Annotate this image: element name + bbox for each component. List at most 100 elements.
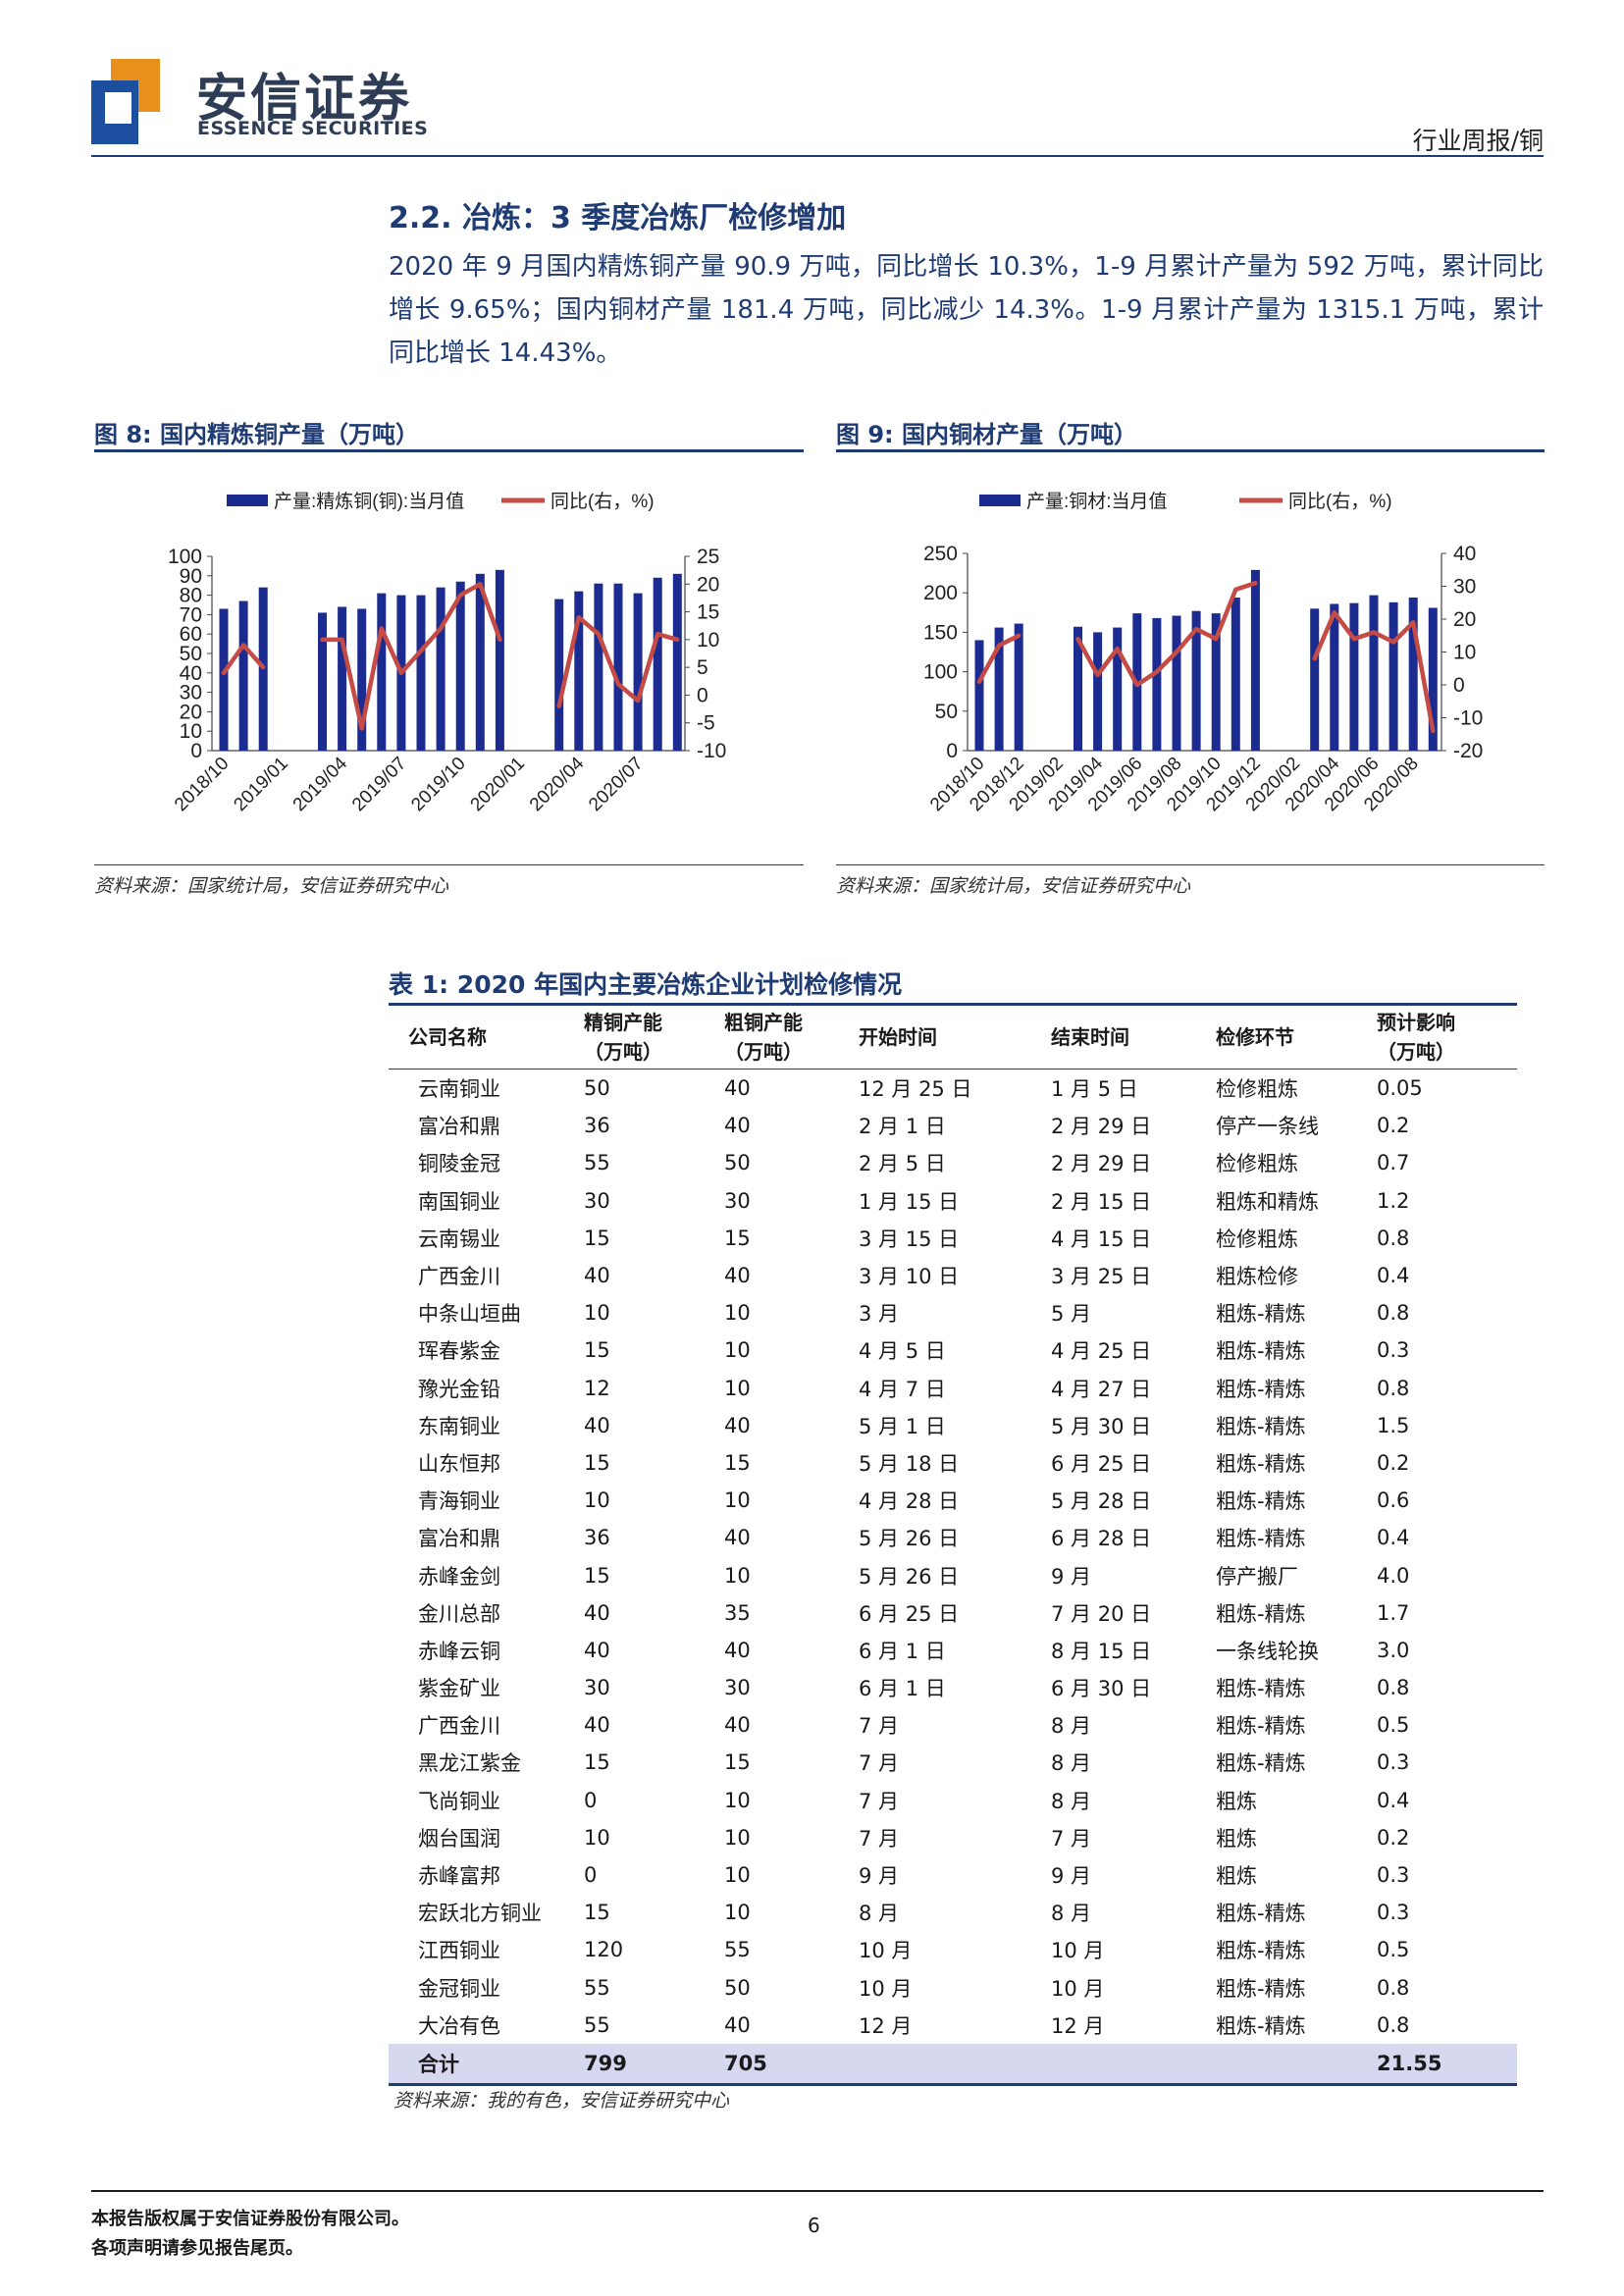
cell-blister-capacity: 10 — [724, 1825, 751, 1850]
logo-mark-icon — [91, 59, 160, 144]
cell-blister-capacity: 10 — [724, 1376, 751, 1400]
section-title: 2.2. 冶炼：3 季度冶炼厂检修增加 — [389, 201, 847, 235]
bar-2020/08 — [653, 577, 662, 751]
cell-blister-capacity: 705 — [724, 2043, 859, 2085]
cell-end-time: 8 月 — [1051, 1789, 1092, 1813]
cell-stage: 粗炼-精炼 — [1216, 1751, 1306, 1776]
cell-blister-capacity: 40 — [724, 1713, 751, 1738]
y-left-tick-label: 50 — [935, 701, 958, 723]
cell-impact: 0.05 — [1377, 1076, 1423, 1101]
cell-end-time: 6 月 28 日 — [1051, 1527, 1152, 1551]
cell-company: 紫金矿业 — [418, 1677, 500, 1701]
y-left-tick-label: 40 — [180, 662, 202, 685]
cell-stage: 粗炼-精炼 — [1216, 1714, 1306, 1739]
cell-start-time: 7 月 — [859, 1826, 900, 1851]
bar-2019/11 — [475, 573, 485, 751]
cell-refined-capacity: 30 — [584, 1676, 610, 1700]
cell-start-time: 10 月 — [859, 1976, 913, 2001]
cell-blister-capacity: 15 — [724, 1750, 751, 1775]
legend-line-label: 同比(右，%) — [1288, 491, 1392, 512]
cell-impact: 0.3 — [1377, 1750, 1410, 1775]
cell-blister-capacity: 40 — [724, 1076, 751, 1101]
bar-2019/11 — [1231, 598, 1240, 751]
cell-stage: 粗炼-精炼 — [1216, 1677, 1306, 1701]
x-tick-label: 2020/07 — [585, 754, 647, 815]
cell-impact: 0.8 — [1377, 1676, 1410, 1700]
cell-refined-capacity: 30 — [584, 1188, 610, 1213]
cell-refined-capacity: 55 — [584, 2012, 610, 2037]
cell-end-time: 8 月 — [1051, 1714, 1092, 1739]
cell-impact: 0.8 — [1377, 2012, 1410, 2037]
cell-impact: 0.4 — [1377, 1526, 1410, 1550]
bar-2020/09 — [672, 573, 682, 751]
cell-stage: 粗炼-精炼 — [1216, 1527, 1306, 1551]
cell-end-time: 4 月 25 日 — [1051, 1339, 1152, 1364]
header-divider — [91, 155, 1544, 157]
cell-end-time: 10 月 — [1051, 1976, 1105, 2001]
cell-refined-capacity: 10 — [584, 1301, 610, 1326]
cell-impact: 21.55 — [1377, 2043, 1517, 2085]
bar-2018/10 — [974, 640, 984, 751]
cell-blister-capacity: 10 — [724, 1788, 751, 1812]
table-row: 金川总部 40 35 6 月 25 日 7 月 20 日 粗炼-精炼 1.7 — [389, 1594, 1517, 1632]
cell-end-time: 1 月 5 日 — [1051, 1077, 1138, 1102]
col-header-start: 开始时间 — [859, 1004, 1051, 1070]
cell-blister-capacity: 40 — [724, 2012, 751, 2037]
table-row: 珲春紫金 15 10 4 月 5 日 4 月 25 日 粗炼-精炼 0.3 — [389, 1331, 1517, 1369]
col-header-unit: （万吨） — [724, 1040, 803, 1064]
cell-impact: 1.7 — [1377, 1600, 1410, 1625]
cell-company: 合计 — [389, 2043, 584, 2085]
cell-impact: 0.3 — [1377, 1901, 1410, 1925]
cell-end-time: 3 月 25 日 — [1051, 1265, 1152, 1289]
cell-refined-capacity: 120 — [584, 1938, 624, 1962]
cell-end-time: 8 月 — [1051, 1751, 1092, 1776]
cell-refined-capacity: 40 — [584, 1413, 610, 1437]
table-source: 资料来源：我的有色，安信证券研究中心 — [393, 2090, 730, 2112]
cell-refined-capacity: 40 — [584, 1713, 610, 1738]
cell-refined-capacity: 40 — [584, 1264, 610, 1288]
table-row: 富冶和鼎 36 40 5 月 26 日 6 月 28 日 粗炼-精炼 0.4 — [389, 1519, 1517, 1556]
table-row: 飞尚铜业 0 10 7 月 8 月 粗炼 0.4 — [389, 1782, 1517, 1819]
cell-impact: 0.8 — [1377, 1975, 1410, 2000]
cell-stage: 粗炼-精炼 — [1216, 1489, 1306, 1514]
table-row: 云南铜业 50 40 12 月 25 日 1 月 5 日 检修粗炼 0.05 — [389, 1070, 1517, 1108]
y-right-tick-label: -10 — [697, 740, 726, 762]
y-left-tick-label: 150 — [923, 621, 958, 644]
cell-start-time: 3 月 10 日 — [859, 1265, 960, 1289]
cell-refined-capacity: 50 — [584, 1076, 610, 1101]
cell-start-time: 5 月 1 日 — [859, 1414, 946, 1438]
cell-start-time: 4 月 7 日 — [859, 1377, 946, 1401]
cell-blister-capacity: 50 — [724, 1975, 751, 2000]
bar-2019/08 — [416, 595, 426, 751]
section-body: 2020 年 9 月国内精炼铜产量 90.9 万吨，同比增长 10.3%，1-9… — [389, 245, 1544, 375]
figure-8-bottom-rule — [94, 864, 804, 865]
y-right-tick-label: 15 — [697, 601, 719, 624]
brand-name-cn: 安信证券 — [196, 70, 413, 129]
cell-impact: 0.8 — [1377, 1376, 1410, 1400]
figure-8-top-rule — [94, 449, 804, 452]
cell-refined-capacity: 36 — [584, 1526, 610, 1550]
bar-2019/12 — [1250, 569, 1260, 751]
table-row: 烟台国润 10 10 7 月 7 月 粗炼 0.2 — [389, 1819, 1517, 1856]
figure-9-title: 图 9: 国内铜材产量（万吨） — [836, 421, 1138, 448]
cell-blister-capacity: 40 — [724, 1114, 751, 1138]
cell-refined-capacity: 15 — [584, 1450, 610, 1475]
y-left-tick-label: 90 — [180, 565, 202, 588]
cell-refined-capacity: 40 — [584, 1638, 610, 1662]
bar-2019/03 — [1074, 626, 1082, 751]
cell-impact: 0.5 — [1377, 1713, 1410, 1738]
cell-stage: 检修粗炼 — [1216, 1077, 1298, 1102]
maintenance-table: 公司名称 精铜产能 （万吨） 粗铜产能 （万吨） 开始时间 结束时间 检修环节 … — [389, 1003, 1517, 2086]
cell-company: 赤峰金剑 — [418, 1564, 500, 1589]
bar-2019/06 — [377, 593, 387, 751]
bar-2019/08 — [1172, 615, 1181, 751]
table-row: 紫金矿业 30 30 6 月 1 日 6 月 30 日 粗炼-精炼 0.8 — [389, 1669, 1517, 1706]
cell-company: 烟台国润 — [418, 1826, 500, 1851]
cell-stage: 粗炼-精炼 — [1216, 1302, 1306, 1327]
cell-blister-capacity: 35 — [724, 1600, 751, 1625]
cell-company: 大冶有色 — [418, 2013, 500, 2038]
cell-refined-capacity: 0 — [584, 1788, 598, 1812]
legend-bar-swatch — [227, 495, 268, 506]
cell-end-time: 7 月 20 日 — [1051, 1601, 1152, 1626]
y-left-tick-label: 80 — [180, 585, 202, 607]
